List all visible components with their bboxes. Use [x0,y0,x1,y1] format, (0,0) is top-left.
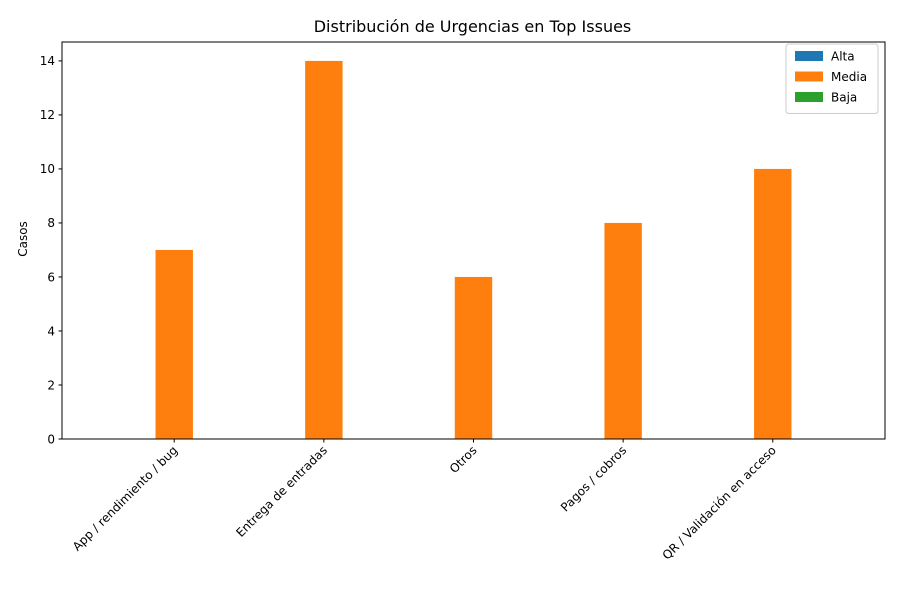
bars-layer [155,60,792,440]
legend-swatch-baja [795,92,823,102]
y-tick-label: 12 [40,108,55,122]
bar-media-4 [754,168,792,439]
y-tick-label: 14 [40,54,55,68]
legend-swatch-media [795,71,823,82]
y-tick-label: 10 [40,162,55,176]
x-axis: App / rendimiento / bug Entrega de entrad… [70,439,779,563]
y-tick-label: 4 [47,324,55,338]
y-tick-label: 6 [47,270,55,284]
legend-label-alta: Alta [831,50,855,64]
x-tick-label: App / rendimiento / bug [70,443,181,554]
bar-media-0 [155,249,193,439]
plot-frame [61,41,886,440]
y-axis: 0 2 4 6 8 10 12 14 [40,54,62,446]
legend-label-media: Media [831,70,867,84]
chart-title: Distribución de Urgencias en Top Issues [314,17,632,36]
legend-swatch-alta [795,51,823,61]
y-axis-label: Casos [16,221,30,257]
x-tick-label: QR / Validación en acceso [660,443,779,562]
bar-media-2 [454,276,493,439]
y-tick-label: 2 [47,378,55,392]
legend: Alta Media Baja [785,43,879,114]
x-tick-label: Entrega de entradas [233,443,330,540]
legend-label-baja: Baja [831,91,857,105]
bar-media-3 [604,222,642,439]
x-tick-label: Pagos / cobros [558,443,629,514]
bar-media-1 [305,60,343,440]
y-tick-label: 8 [47,216,55,230]
x-tick-label: Otros [447,443,480,476]
y-tick-label: 0 [47,432,55,446]
